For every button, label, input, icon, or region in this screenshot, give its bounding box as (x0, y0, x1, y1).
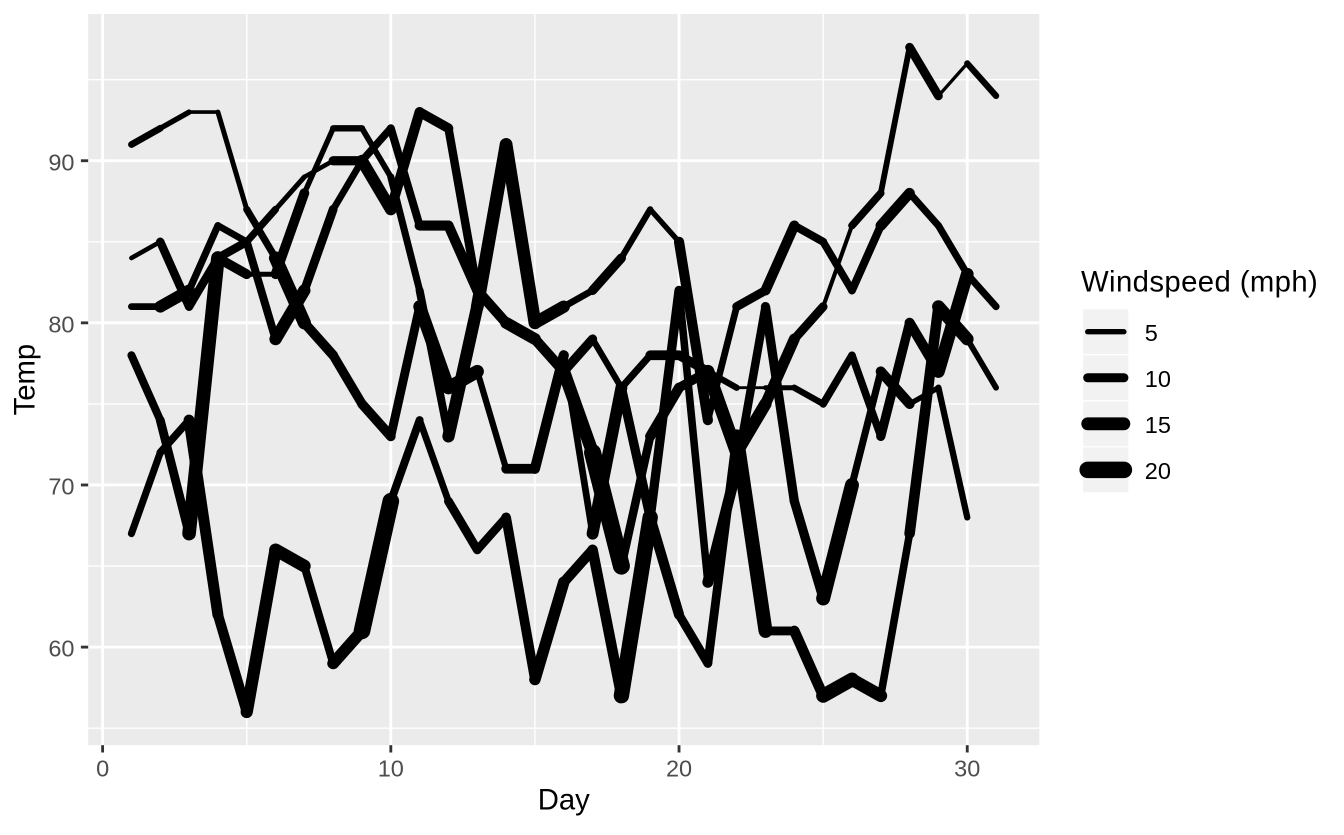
svg-text:5: 5 (1145, 320, 1158, 346)
svg-text:Temp: Temp (9, 344, 42, 416)
svg-text:15: 15 (1145, 412, 1171, 438)
svg-text:90: 90 (48, 149, 74, 175)
svg-text:20: 20 (1145, 458, 1171, 484)
svg-text:Day: Day (538, 784, 590, 817)
svg-text:10: 10 (1145, 366, 1171, 392)
svg-text:10: 10 (378, 756, 404, 782)
svg-text:0: 0 (96, 756, 109, 782)
svg-text:80: 80 (48, 311, 74, 337)
svg-text:20: 20 (666, 756, 692, 782)
svg-text:Windspeed (mph): Windspeed (mph) (1081, 265, 1318, 298)
svg-text:70: 70 (48, 474, 74, 500)
svg-text:60: 60 (48, 636, 74, 662)
svg-text:30: 30 (954, 756, 980, 782)
